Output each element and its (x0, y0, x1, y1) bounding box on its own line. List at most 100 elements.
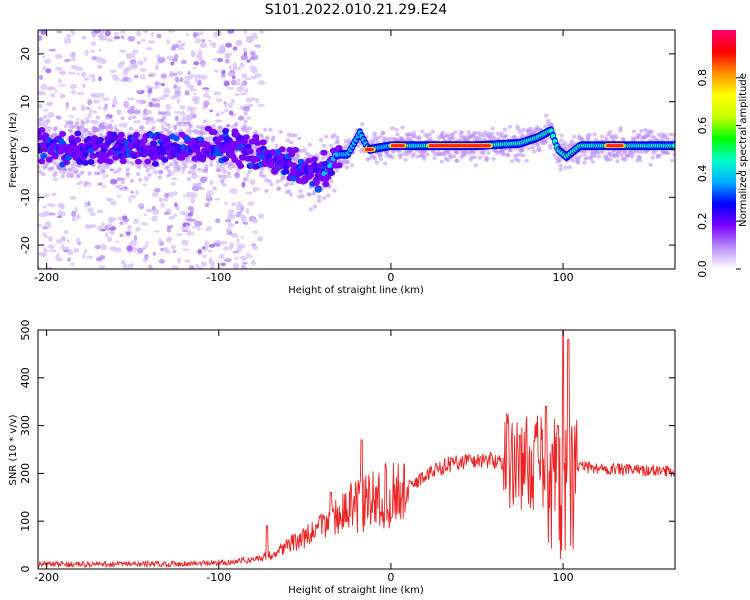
spectrogram-noise-blob (217, 57, 224, 63)
spectrogram-noise-blob (244, 191, 253, 195)
spectrogram-noise-blob (176, 233, 183, 236)
spectrogram-halo-blob (508, 147, 514, 152)
spectrogram-noise-blob (187, 84, 195, 90)
spectrogram-noise-blob (102, 174, 106, 179)
spectrogram-noise-blob (245, 171, 250, 178)
spectrogram-halo-blob (380, 130, 386, 135)
spectrogram-noise-blob (232, 46, 238, 51)
spectrogram-noise-blob (105, 174, 109, 178)
spectrogram-halo-blob (648, 162, 653, 167)
spectrogram-noise-blob (69, 195, 77, 200)
spectrogram-noise-blob (96, 209, 104, 214)
spectrogram-noise-blob (150, 103, 158, 108)
spectrogram-halo-blob (411, 152, 417, 157)
spectrogram-peak-band (606, 144, 624, 148)
spectrogram-halo-blob (332, 133, 337, 138)
spectrogram-noise-blob (80, 104, 86, 111)
spectrogram-noise-blob (209, 109, 213, 113)
spectrogram-halo-blob (102, 106, 108, 111)
spectrogram-noise-blob (201, 246, 206, 250)
spectrogram-halo-blob (166, 130, 172, 135)
spectrogram-halo-blob (95, 128, 101, 133)
spectrogram-halo-blob (544, 139, 549, 144)
spectrogram-halo-blob (420, 129, 425, 134)
spectrogram-halo-blob (43, 114, 48, 119)
spectrogram-core-blob (151, 160, 159, 167)
spectrogram-halo-blob (440, 130, 446, 135)
spectrogram-noise-blob (38, 35, 43, 42)
spectrogram-noise-blob (234, 220, 239, 224)
spectrogram-noise-blob (42, 55, 46, 59)
spectrogram-noise-blob (68, 115, 75, 118)
spectrogram-noise-blob (176, 71, 184, 76)
spectrogram-noise-blob (180, 43, 185, 47)
spectrogram-halo-blob (278, 129, 283, 134)
spectrogram-noise-blob (252, 186, 258, 193)
spectrogram-noise-blob (240, 83, 244, 88)
spectrogram-noise-blob (44, 249, 50, 252)
spectrogram-noise-blob (190, 173, 199, 180)
spectrogram-halo-blob (137, 165, 142, 170)
spectrogram-halo-blob (168, 172, 173, 177)
snr-ytick-label: 200 (19, 463, 32, 484)
spectrogram-halo-blob (308, 207, 313, 212)
spectrogram-xtick-label: 0 (387, 271, 394, 284)
spectrogram-halo-blob (503, 133, 509, 138)
spectrogram-noise-blob (120, 30, 126, 34)
spectrogram-noise-blob (163, 94, 169, 98)
spectrogram-noise-blob (117, 216, 122, 220)
spectrogram-core-blob (68, 135, 76, 142)
spectrogram-halo-blob (639, 128, 644, 133)
spectrogram-noise-blob (244, 88, 249, 94)
spectrogram-noise-blob (113, 95, 117, 101)
spectrogram-core-blob (335, 145, 343, 152)
spectrogram-halo-blob (665, 151, 671, 156)
spectrogram-halo-blob (587, 132, 592, 137)
spectrogram-noise-blob (187, 70, 191, 76)
spectrogram-halo-blob (600, 150, 606, 155)
colorbar-tick-label: 0.0 (696, 260, 709, 278)
spectrogram-noise-blob (96, 34, 104, 38)
spectrogram-halo-blob (53, 170, 58, 175)
spectrogram-noise-blob (151, 97, 157, 102)
spectrogram-noise-blob (179, 210, 188, 216)
spectrogram-halo-blob (57, 115, 62, 120)
spectrogram-noise-blob (182, 222, 187, 228)
spectrogram-core-blob (117, 131, 125, 138)
spectrogram-halo-blob (276, 186, 281, 191)
spectrogram-noise-blob (54, 66, 63, 71)
spectrogram-noise-blob (88, 224, 97, 229)
spectrogram-noise-blob (170, 61, 175, 66)
spectrogram-halo-blob (85, 119, 90, 124)
spectrogram-halo-blob (372, 134, 377, 139)
spectrogram-noise-blob (144, 253, 149, 260)
spectrogram-noise-blob (157, 82, 162, 87)
spectrogram-halo-blob (323, 134, 329, 139)
colorbar-gradient (712, 30, 736, 269)
spectrogram-halo-blob (312, 204, 318, 209)
spectrogram-noise-blob (187, 212, 193, 217)
spectrogram-halo-blob (665, 137, 671, 142)
spectrogram-noise-blob (240, 54, 249, 61)
spectrogram-noise-blob (145, 208, 151, 212)
spectrogram-halo-blob (439, 159, 445, 164)
spectrogram-halo-blob (275, 179, 280, 184)
spectrogram-noise-blob (136, 30, 142, 37)
spectrogram-halo-blob (91, 130, 96, 135)
spectrogram-noise-blob (163, 87, 171, 94)
spectrogram-halo-blob (592, 153, 597, 158)
spectrogram-noise-blob (119, 221, 124, 225)
spectrogram-noise-blob (66, 239, 70, 243)
spectrogram-halo-blob (562, 141, 568, 146)
spectrogram-halo-blob (403, 157, 408, 162)
spectrogram-noise-blob (242, 221, 249, 225)
spectrogram-core-blob (81, 151, 89, 158)
spectrogram-noise-blob (91, 33, 97, 38)
spectrogram-halo-blob (120, 116, 125, 121)
spectrogram-noise-blob (127, 108, 135, 115)
spectrogram-noise-blob (242, 47, 248, 52)
spectrogram-noise-blob (199, 74, 208, 80)
spectrogram-noise-blob (171, 265, 179, 269)
spectrogram-halo-blob (186, 177, 192, 182)
spectrogram-noise-blob (200, 261, 207, 267)
